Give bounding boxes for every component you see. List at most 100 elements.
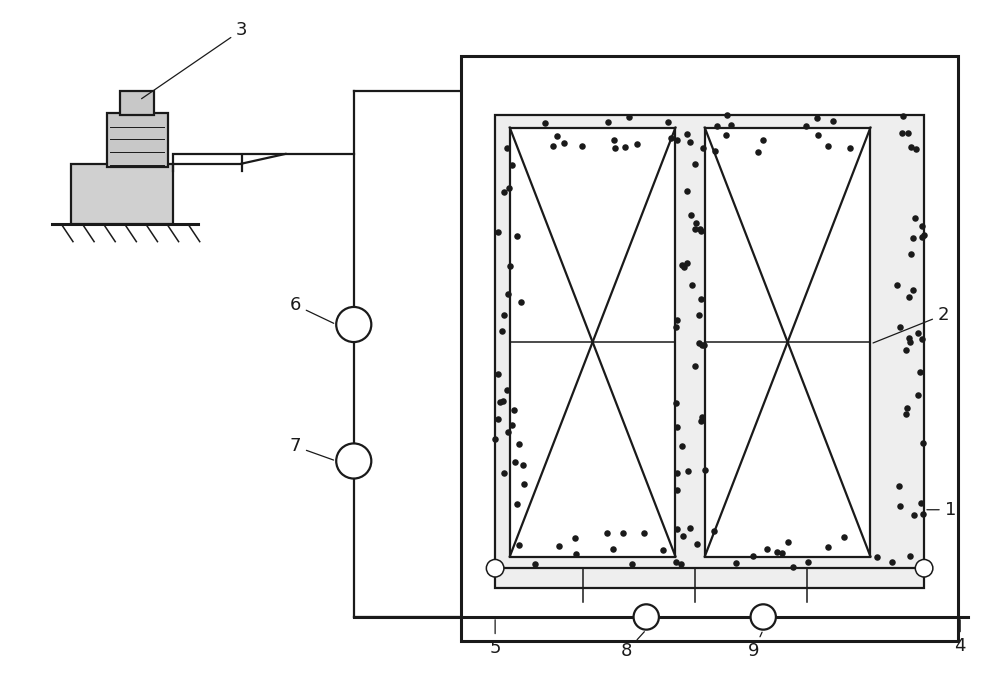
Point (689, 539, 705, 550)
Circle shape (634, 604, 659, 630)
Point (679, 186, 695, 197)
Point (500, 289, 516, 300)
Point (693, 293, 709, 304)
Point (599, 528, 615, 539)
Point (490, 226, 506, 237)
Point (607, 142, 623, 153)
Point (673, 559, 689, 570)
Point (500, 427, 516, 438)
Point (905, 233, 921, 244)
Point (567, 532, 583, 543)
Circle shape (336, 307, 371, 342)
Point (709, 120, 725, 131)
Point (507, 456, 523, 467)
Point (842, 142, 858, 153)
Point (506, 405, 522, 416)
Point (668, 397, 684, 408)
Point (660, 117, 676, 128)
Point (693, 416, 709, 427)
Bar (71, 164, 173, 224)
Point (915, 508, 931, 519)
Point (511, 439, 527, 450)
Point (537, 118, 553, 129)
Point (810, 129, 826, 140)
Point (511, 539, 527, 550)
Point (617, 141, 633, 152)
Point (679, 128, 695, 139)
Point (668, 556, 684, 567)
Bar (461, 56, 958, 641)
Point (895, 111, 911, 122)
Point (693, 225, 709, 236)
Point (676, 261, 692, 272)
Point (914, 220, 930, 231)
Point (674, 259, 690, 270)
Point (898, 409, 914, 420)
Point (901, 333, 917, 344)
Point (683, 209, 699, 220)
Point (606, 135, 622, 146)
Point (869, 551, 885, 562)
Point (745, 550, 761, 561)
Point (902, 550, 918, 561)
Point (688, 217, 704, 228)
Point (769, 547, 785, 558)
Point (825, 115, 841, 126)
Point (669, 314, 685, 325)
Point (682, 136, 698, 147)
Point (504, 160, 520, 171)
Point (615, 528, 631, 539)
Text: 8: 8 (621, 632, 644, 660)
Point (892, 501, 908, 512)
Point (906, 510, 922, 521)
Point (504, 420, 520, 431)
Text: 4: 4 (954, 620, 966, 655)
Point (494, 325, 510, 336)
Point (499, 142, 515, 153)
Point (910, 389, 926, 400)
Point (675, 530, 691, 541)
Point (574, 140, 590, 151)
Point (750, 147, 766, 158)
Point (692, 224, 708, 235)
Point (691, 310, 707, 321)
Point (684, 280, 700, 291)
Point (836, 532, 852, 543)
Point (901, 292, 917, 303)
Point (687, 223, 703, 234)
Point (900, 128, 916, 139)
Point (914, 231, 930, 242)
Bar (120, 91, 154, 115)
Point (679, 258, 695, 269)
Point (892, 321, 908, 332)
Text: 6: 6 (290, 296, 334, 323)
Point (718, 129, 734, 140)
Point (914, 334, 930, 345)
Point (624, 559, 640, 570)
Point (820, 541, 836, 552)
Point (706, 525, 722, 536)
Point (798, 120, 814, 131)
Text: 2: 2 (873, 305, 949, 343)
Point (780, 537, 796, 548)
Point (527, 558, 543, 569)
Point (723, 120, 739, 131)
Circle shape (751, 604, 776, 630)
Point (809, 113, 825, 124)
Point (487, 433, 503, 444)
Point (496, 309, 512, 320)
Point (509, 498, 525, 509)
Point (668, 321, 684, 332)
Point (492, 396, 508, 407)
Text: 3: 3 (142, 21, 247, 98)
Point (755, 134, 771, 145)
Point (898, 345, 914, 356)
Point (694, 411, 710, 422)
Point (691, 338, 707, 349)
Point (913, 497, 929, 508)
Point (669, 468, 685, 479)
Point (669, 422, 685, 433)
Point (655, 544, 671, 555)
Point (907, 213, 923, 224)
Point (490, 368, 506, 379)
